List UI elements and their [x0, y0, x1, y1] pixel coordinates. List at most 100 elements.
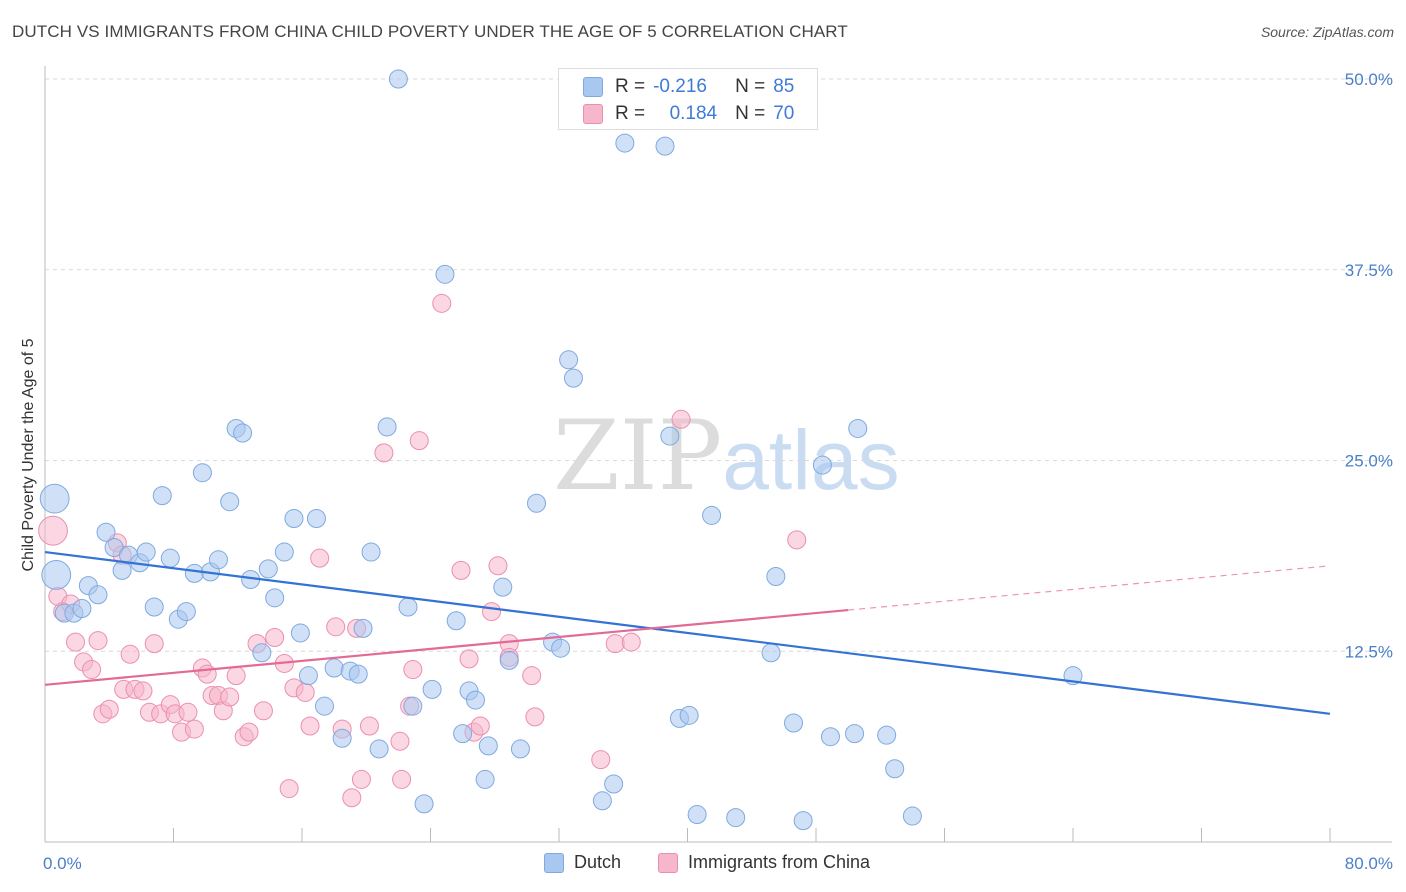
dutch-point	[388, 69, 408, 89]
dutch-point	[284, 508, 304, 528]
dutch-r-key: R =	[615, 76, 646, 97]
series-legend: Dutch Immigrants from China	[0, 852, 1406, 878]
china-point	[253, 701, 273, 721]
china-point	[470, 716, 490, 736]
dutch-point	[369, 739, 389, 759]
china-point	[38, 515, 68, 546]
china-trend-line	[44, 608, 849, 686]
china-point	[342, 788, 362, 808]
dutch-point	[96, 522, 116, 542]
dutch-point	[592, 791, 612, 811]
china-point	[392, 769, 412, 789]
china-r-value: 0.184	[669, 103, 718, 124]
legend-item-china[interactable]: Immigrants from China	[658, 852, 870, 873]
dutch-point	[41, 560, 72, 590]
dutch-legend-swatch	[544, 852, 564, 873]
dutch-point	[184, 563, 204, 583]
x-tick-label: 0.0%	[43, 854, 82, 873]
china-point	[239, 722, 259, 742]
dutch-point	[403, 696, 423, 716]
china-point	[488, 556, 508, 576]
dutch-point	[208, 550, 228, 570]
dutch-point	[306, 508, 326, 528]
dutch-point	[527, 493, 547, 513]
dutch-point	[361, 542, 381, 562]
dutch-point	[604, 774, 624, 794]
dutch-point	[702, 505, 722, 525]
china-point	[351, 769, 371, 789]
china-point	[144, 634, 164, 654]
source-label[interactable]: Source: ZipAtlas.com	[1260, 24, 1394, 40]
trend-lines	[44, 550, 1331, 715]
dutch-swatch	[583, 77, 603, 97]
dutch-point	[192, 463, 212, 483]
dutch-point	[348, 664, 368, 684]
y-tick-label: 50.0%	[1345, 70, 1393, 89]
china-point	[265, 628, 285, 648]
china-legend-label: Immigrants from China	[688, 852, 871, 872]
china-n-key: N =	[735, 103, 766, 124]
china-point	[459, 649, 479, 669]
dutch-point	[559, 350, 579, 370]
dutch-point	[252, 643, 272, 663]
dutch-point	[136, 542, 156, 562]
dutch-point	[258, 559, 278, 579]
x-tick-label: 80.0%	[1345, 854, 1393, 873]
dutch-point	[655, 136, 675, 156]
dutch-point	[220, 492, 240, 512]
china-point	[326, 617, 346, 637]
dutch-point	[422, 679, 442, 699]
dutch-point	[820, 727, 840, 747]
dutch-point	[274, 542, 294, 562]
dutch-point	[902, 806, 922, 826]
dutch-point	[398, 597, 418, 617]
dutch-point	[39, 483, 70, 514]
china-point	[432, 293, 452, 313]
china-trend-extension	[848, 565, 1331, 611]
china-point	[99, 699, 119, 719]
china-n-value: 70	[773, 103, 795, 124]
dutch-point	[510, 739, 530, 759]
dutch-point	[414, 794, 434, 814]
dutch-point	[848, 418, 868, 438]
china-point	[390, 731, 410, 751]
dutch-point	[551, 638, 571, 658]
dutch-point	[144, 597, 164, 617]
china-point	[403, 660, 423, 680]
axes	[44, 66, 1392, 843]
china-point	[787, 530, 807, 550]
china-point	[605, 634, 625, 654]
china-point	[310, 548, 330, 568]
dutch-point	[766, 566, 786, 586]
y-axis-title: Child Poverty Under the Age of 5	[20, 338, 37, 571]
dutch-point	[152, 486, 172, 506]
china-point	[197, 664, 217, 684]
dutch-point	[499, 650, 519, 670]
dutch-point	[446, 611, 466, 631]
dutch-point	[679, 705, 699, 725]
legend-item-dutch[interactable]: Dutch	[544, 852, 621, 873]
dutch-point	[298, 666, 318, 686]
dutch-point	[615, 133, 635, 153]
dutch-point	[332, 728, 352, 748]
china-point	[591, 750, 611, 770]
dutch-point	[885, 759, 905, 779]
dutch-point	[453, 724, 473, 744]
dutch-point	[265, 588, 285, 608]
dutch-point	[475, 769, 495, 789]
dutch-legend-label: Dutch	[574, 852, 622, 872]
dutch-point	[465, 690, 485, 710]
dutch-point	[353, 618, 373, 638]
dutch-point	[845, 724, 865, 744]
y-tick-label: 37.5%	[1345, 261, 1393, 280]
china-point	[359, 716, 379, 736]
china-point	[120, 644, 140, 664]
china-point	[409, 431, 429, 451]
dutch-point	[761, 643, 781, 663]
y-tick-label: 25.0%	[1345, 452, 1393, 471]
dutch-point	[324, 658, 344, 678]
correlation-legend: R = -0.216 N = 85 R = 0.184 N = 70	[558, 68, 818, 130]
china-point	[88, 631, 108, 651]
china-point	[621, 632, 641, 652]
